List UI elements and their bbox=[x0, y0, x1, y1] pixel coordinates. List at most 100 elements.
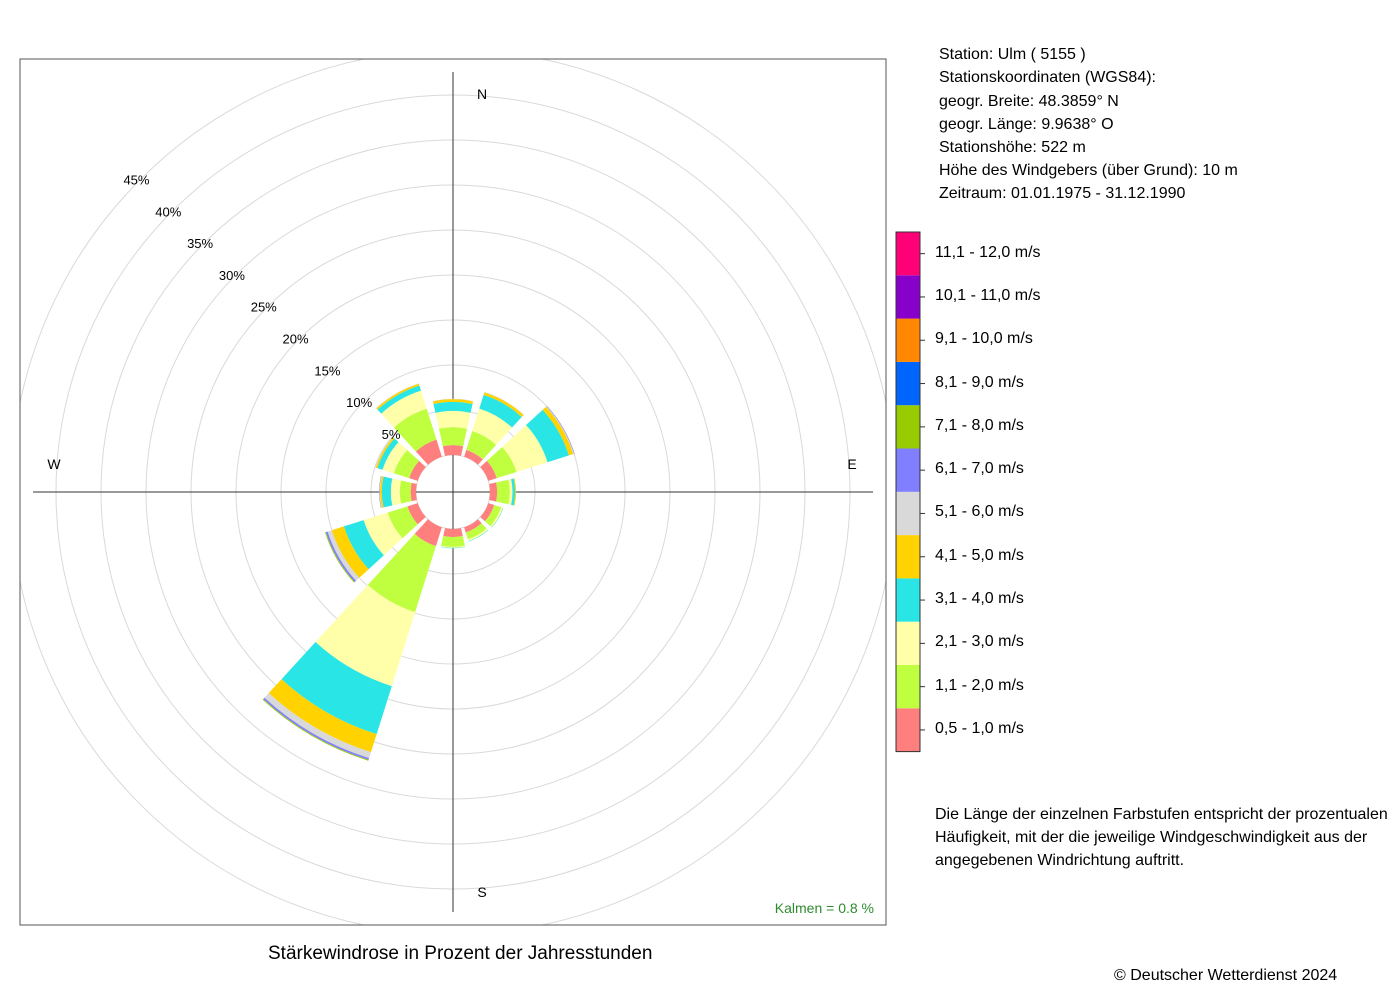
legend-swatch-10 bbox=[896, 318, 920, 362]
sector-120-class-2 bbox=[484, 505, 502, 527]
legend-label-2: 1,1 - 2,0 m/s bbox=[935, 676, 1024, 694]
sector-210-class-4 bbox=[281, 642, 392, 735]
radial-tick-label-35: 35% bbox=[187, 236, 213, 251]
sector-150-class-3 bbox=[467, 528, 488, 542]
radial-tick-label-45: 45% bbox=[123, 172, 149, 187]
legend-swatch-11 bbox=[896, 275, 920, 319]
legend-swatch-3 bbox=[896, 621, 920, 665]
time-period: Zeitraum: 01.01.1975 - 31.12.1990 bbox=[939, 185, 1186, 202]
sector-330-class-2 bbox=[393, 408, 437, 452]
sector-300-class-3 bbox=[382, 442, 408, 474]
legend-swatch-1 bbox=[896, 708, 920, 752]
radial-tick-label-10: 10% bbox=[346, 395, 372, 410]
radial-tick-label-30: 30% bbox=[219, 268, 245, 283]
sector-180-class-4 bbox=[440, 546, 466, 549]
sector-90-class-5 bbox=[513, 478, 517, 506]
sector-240-class-4 bbox=[343, 520, 384, 570]
radial-tick-label-40: 40% bbox=[155, 204, 181, 219]
sector-0-class-4 bbox=[433, 401, 473, 413]
compass-south-label: S bbox=[477, 884, 486, 900]
sector-60-class-4 bbox=[526, 409, 569, 463]
sector-30-class-4 bbox=[479, 394, 522, 428]
radial-tick-label-20: 20% bbox=[283, 332, 309, 347]
sector-90-class-3 bbox=[508, 479, 513, 505]
sector-270-class-2 bbox=[399, 480, 412, 504]
legend-swatch-8 bbox=[896, 405, 920, 449]
legend-label-1: 0,5 - 1,0 m/s bbox=[935, 719, 1024, 737]
sector-60-class-5 bbox=[542, 406, 574, 456]
wind-rose-chart: 5% 10% 15% 20% 25% 30% 35% 40% 45% N S W E Kalmen = … bbox=[19, 58, 887, 926]
compass-north-label: N bbox=[477, 86, 487, 102]
sector-270-class-4 bbox=[381, 476, 393, 508]
sector-330-class-3 bbox=[381, 390, 427, 428]
latitude: geogr. Breite: 48.3859° N bbox=[939, 93, 1119, 110]
sector-300-class-2 bbox=[393, 449, 420, 479]
radial-tick-label-5: 5% bbox=[382, 427, 401, 442]
compass-axes bbox=[33, 72, 873, 912]
sector-180-class-2 bbox=[441, 536, 465, 547]
plot-border bbox=[19, 58, 887, 926]
radial-tick-label-25: 25% bbox=[251, 300, 277, 315]
sector-240-class-5 bbox=[331, 526, 369, 578]
sector-240-class-6 bbox=[327, 530, 360, 581]
legend-label-9: 8,1 - 9,0 m/s bbox=[935, 373, 1024, 391]
legend-swatch-12 bbox=[896, 232, 920, 276]
speed-legend bbox=[895, 231, 925, 753]
sector-120-class-1 bbox=[480, 503, 495, 522]
legend-swatch-5 bbox=[896, 535, 920, 579]
station-name: Station: Ulm ( 5155 ) bbox=[939, 46, 1086, 63]
sector-60-class-2 bbox=[486, 446, 517, 479]
legend-label-4: 3,1 - 4,0 m/s bbox=[935, 590, 1024, 608]
sector-90-class-1 bbox=[489, 482, 498, 502]
sector-180-class-3 bbox=[440, 545, 466, 548]
legend-swatch-4 bbox=[896, 578, 920, 622]
legend-label-3: 2,1 - 3,0 m/s bbox=[935, 633, 1024, 651]
legend-label-12: 11,1 - 12,0 m/s bbox=[935, 243, 1041, 261]
sector-270-class-5 bbox=[380, 476, 384, 508]
sector-300-class-1 bbox=[409, 460, 426, 481]
sector-150-class-1 bbox=[464, 519, 482, 533]
legend-label-5: 4,1 - 5,0 m/s bbox=[935, 546, 1024, 564]
sector-0-class-2 bbox=[438, 427, 468, 447]
sector-300-class-5 bbox=[375, 437, 395, 469]
sector-30-class-2 bbox=[466, 430, 497, 460]
sector-90-class-4 bbox=[511, 478, 516, 506]
legend-label-11: 10,1 - 11,0 m/s bbox=[935, 286, 1041, 304]
sector-210-class-2 bbox=[367, 533, 436, 613]
sector-270-class-7 bbox=[379, 476, 382, 508]
sector-0-class-6 bbox=[432, 398, 474, 402]
wind-sectors bbox=[262, 383, 575, 761]
sector-270-class-1 bbox=[410, 482, 417, 502]
note-line-2: Häufigkeit, mit der die jeweilige Windge… bbox=[935, 829, 1368, 846]
legend-swatch-7 bbox=[896, 448, 920, 492]
compass-west-label: W bbox=[47, 456, 61, 472]
sector-0-class-5 bbox=[432, 399, 474, 405]
legend-label-7: 6,1 - 7,0 m/s bbox=[935, 460, 1024, 478]
sector-150-class-2 bbox=[465, 523, 487, 540]
sector-240-class-1 bbox=[407, 503, 426, 525]
sector-120-class-3 bbox=[490, 507, 503, 528]
sector-300-class-4 bbox=[377, 438, 399, 470]
note-line-3: angegebenen Windrichtung auftritt. bbox=[935, 852, 1185, 869]
sector-240-class-2 bbox=[387, 506, 418, 539]
sector-180-class-1 bbox=[443, 528, 463, 538]
sector-210-class-6 bbox=[264, 693, 371, 759]
calm-label: Kalmen = 0.8 % bbox=[775, 900, 874, 916]
chart-title: Stärkewindrose in Prozent der Jahresstun… bbox=[268, 943, 653, 964]
sector-210-class-1 bbox=[414, 519, 442, 547]
sector-240-class-7 bbox=[325, 531, 357, 583]
sector-60-class-3 bbox=[502, 425, 548, 472]
sector-30-class-3 bbox=[472, 408, 513, 445]
sector-330-class-1 bbox=[415, 439, 442, 465]
sector-270-class-6 bbox=[379, 476, 382, 508]
legend-label-6: 5,1 - 6,0 m/s bbox=[935, 503, 1024, 521]
legend-swatch-9 bbox=[896, 361, 920, 406]
chart-labels: 5% 10% 15% 20% 25% 30% 35% 40% 45% N S W E bbox=[47, 86, 856, 900]
legend-border bbox=[895, 231, 921, 753]
sector-60-class-1 bbox=[480, 460, 497, 481]
sensor-height: Höhe des Windgebers (über Grund): 10 m bbox=[939, 162, 1238, 179]
radial-tick-label-15: 15% bbox=[314, 363, 340, 378]
sector-210-class-5 bbox=[268, 679, 377, 753]
note-line-1: Die Länge der einzelnen Farbstufen entsp… bbox=[935, 806, 1388, 823]
legend-swatch-6 bbox=[896, 491, 920, 536]
